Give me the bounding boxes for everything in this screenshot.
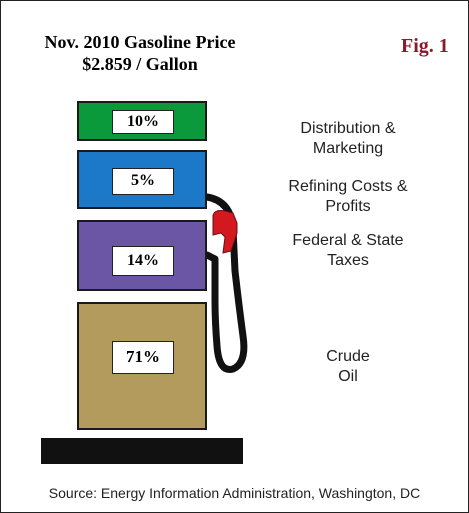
description-line: Federal & State [292, 232, 404, 249]
segment-crude-oil: 71% [77, 302, 207, 430]
description-taxes: Federal & State Taxes [263, 231, 433, 271]
nozzle-icon [212, 210, 238, 254]
pump-base [41, 438, 243, 464]
segment-distribution: 10% [77, 101, 207, 141]
description-line: Marketing [312, 140, 384, 157]
segment-refining: 5% [77, 150, 207, 209]
title-line-1: Nov. 2010 Gasoline Price [44, 32, 236, 52]
title-line-2: $2.859 / Gallon [82, 54, 198, 74]
percent-label-distribution: 10% [112, 110, 174, 134]
description-line: Oil [338, 368, 358, 385]
figure-label: Fig. 1 [401, 35, 449, 57]
percent-label-refining: 5% [112, 168, 174, 195]
description-line: Refining Costs & [288, 178, 408, 195]
description-refining: Refining Costs & Profits [263, 177, 433, 217]
percent-label-taxes: 14% [112, 246, 174, 276]
description-line: Profits [325, 198, 371, 215]
segment-taxes: 14% [77, 220, 207, 291]
description-crude-oil: Crude Oil [263, 347, 433, 387]
percent-label-crude-oil: 71% [112, 341, 174, 374]
description-distribution: Distribution & Marketing [263, 119, 433, 159]
description-line: Crude [326, 348, 370, 365]
description-line: Distribution & [300, 120, 396, 137]
source-note: Source: Energy Information Administratio… [48, 485, 421, 501]
description-line: Taxes [327, 252, 369, 269]
